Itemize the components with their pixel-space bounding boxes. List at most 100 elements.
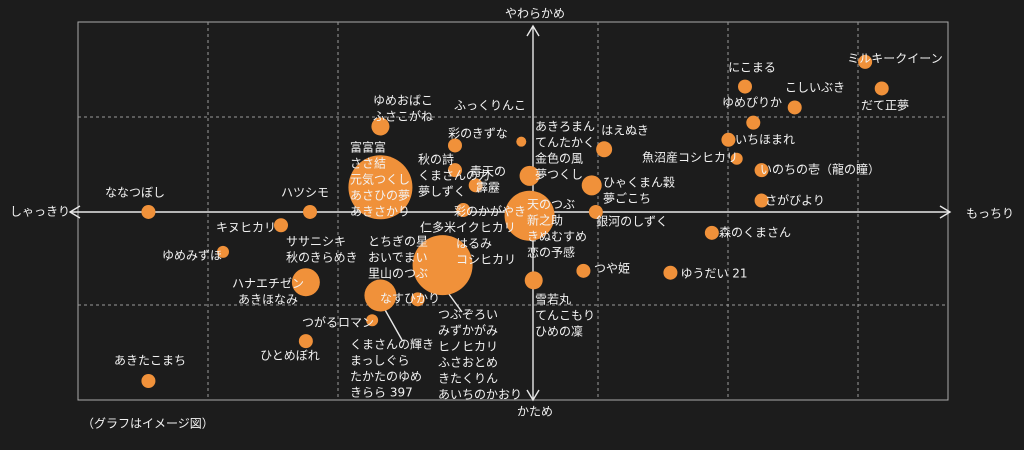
bubble: [217, 245, 229, 258]
note: （グラフはイメージ図）: [82, 417, 214, 431]
point-label: 雪若丸: [535, 293, 571, 307]
point-label: ななつぼし: [105, 186, 165, 200]
bubble: [448, 163, 462, 178]
point-label: てんたかく: [535, 136, 595, 150]
bubble: [746, 115, 761, 130]
bubble: [516, 136, 527, 147]
point-label: あいちのかおり: [438, 388, 522, 402]
bubble: [448, 138, 462, 153]
point-label: ゆめぴりか: [722, 96, 782, 110]
group-label: くまさんの輝き: [350, 338, 434, 352]
bubble: [874, 81, 889, 96]
bubble: [581, 175, 602, 196]
point-label: ヒノヒカリ: [438, 340, 498, 354]
point-label: みずかがみ: [438, 323, 498, 338]
point-label: イクヒカリ: [456, 221, 516, 235]
group-label: 里山のつぶ: [368, 267, 428, 281]
point-label: 仁多米: [420, 221, 456, 235]
point-label: 森のくまさん: [719, 225, 791, 240]
x-label-right: もっちり: [966, 207, 1014, 221]
bubble: [141, 374, 156, 389]
bubble: [348, 155, 413, 220]
bubble: [274, 218, 288, 233]
y-label-bottom: かため: [517, 405, 553, 419]
bubble: [364, 279, 397, 312]
bubble: [524, 271, 543, 290]
point-label: 夢ごこち: [603, 191, 651, 206]
point-label: 青天の: [470, 165, 506, 179]
point-label: 富富富: [350, 140, 386, 155]
bubble: [298, 334, 313, 349]
group-label: 秋のきらめき: [286, 251, 358, 265]
point-label: ひめの凜: [535, 324, 583, 339]
group-label: まっしぐら: [350, 354, 410, 368]
bubble: [366, 314, 379, 327]
bubble: [504, 190, 555, 241]
bubble: [371, 117, 390, 136]
group-label: 彩のかがやき: [454, 204, 526, 219]
bubble: [730, 152, 743, 165]
bubble: [704, 225, 719, 240]
point-label: ささ結: [350, 157, 386, 171]
point-label: 彩のきずな: [448, 127, 508, 141]
point-label: あさひの夢: [350, 189, 410, 203]
point-label: ゆうだい 21: [680, 267, 747, 281]
point-label: ふさおとめ: [438, 356, 498, 370]
bubble: [787, 100, 802, 115]
bubble: [141, 204, 156, 219]
bubble: [291, 268, 320, 297]
point-label: ゆめおばこ: [373, 94, 433, 108]
point-label: きたくりん: [438, 372, 498, 386]
group-label: ササニシキ: [286, 235, 346, 249]
group-label: とちぎの星: [368, 235, 428, 249]
point-label: はえぬき: [601, 124, 649, 138]
point-label: こしいぶき: [785, 81, 845, 95]
point-label: だて正夢: [861, 99, 909, 113]
bubble: [410, 292, 425, 307]
point-label: つがるロマン: [302, 315, 374, 330]
point-label: 夢つくし: [535, 168, 583, 182]
group-label: おいでまい: [368, 251, 428, 265]
point-label: にこまる: [728, 61, 776, 75]
bubble: [754, 193, 769, 208]
point-label: なすひかり: [380, 292, 440, 306]
point-label: さがびより: [765, 193, 825, 208]
point-label: きぬむすめ: [527, 230, 587, 244]
bubble: [456, 203, 471, 218]
x-arrows: [68, 205, 952, 219]
point-label: コシヒカリ: [456, 253, 516, 267]
point-label: 銀河のしずく: [596, 215, 668, 229]
point-label: ハツシモ: [281, 186, 329, 200]
point-label: あきろまん: [535, 120, 595, 134]
bubble: [596, 141, 613, 158]
bubble: [858, 54, 873, 69]
point-label: 天のつぶ: [527, 198, 575, 212]
point-label: ミルキークイーン: [847, 52, 942, 66]
group-label: たかたのゆめ: [350, 370, 422, 384]
bubble: [412, 235, 473, 296]
point-label: 夢しずく: [418, 185, 466, 199]
point-label: あきさかり: [350, 205, 410, 219]
point-label: てんこもり: [535, 309, 595, 323]
point-label: つや姫: [594, 262, 630, 276]
point-label: はるみ: [456, 237, 492, 251]
point-label: ひとめぼれ: [260, 349, 320, 363]
bubble: [588, 204, 603, 219]
point-label: 秋の詩: [418, 153, 454, 167]
bubble: [663, 265, 678, 280]
point-label: あきほなみ: [238, 293, 298, 307]
point-label: 魚沼産コシヒカリ: [642, 150, 738, 165]
y-label-top: やわらかめ: [505, 7, 565, 21]
point-label: 恋の予感: [527, 245, 575, 260]
point-label: 新之助: [527, 213, 563, 228]
bubble: [738, 79, 752, 94]
point-label: ゆめみずほ: [162, 249, 222, 263]
bubble: [754, 163, 769, 178]
point-label: ふっくりんこ: [454, 99, 526, 113]
bubble: [468, 178, 483, 193]
point-label: つぶぞろい: [438, 308, 498, 322]
grid: [78, 22, 948, 400]
group-label: きらら 397: [350, 386, 413, 400]
point-label: 金色の風: [535, 151, 583, 166]
